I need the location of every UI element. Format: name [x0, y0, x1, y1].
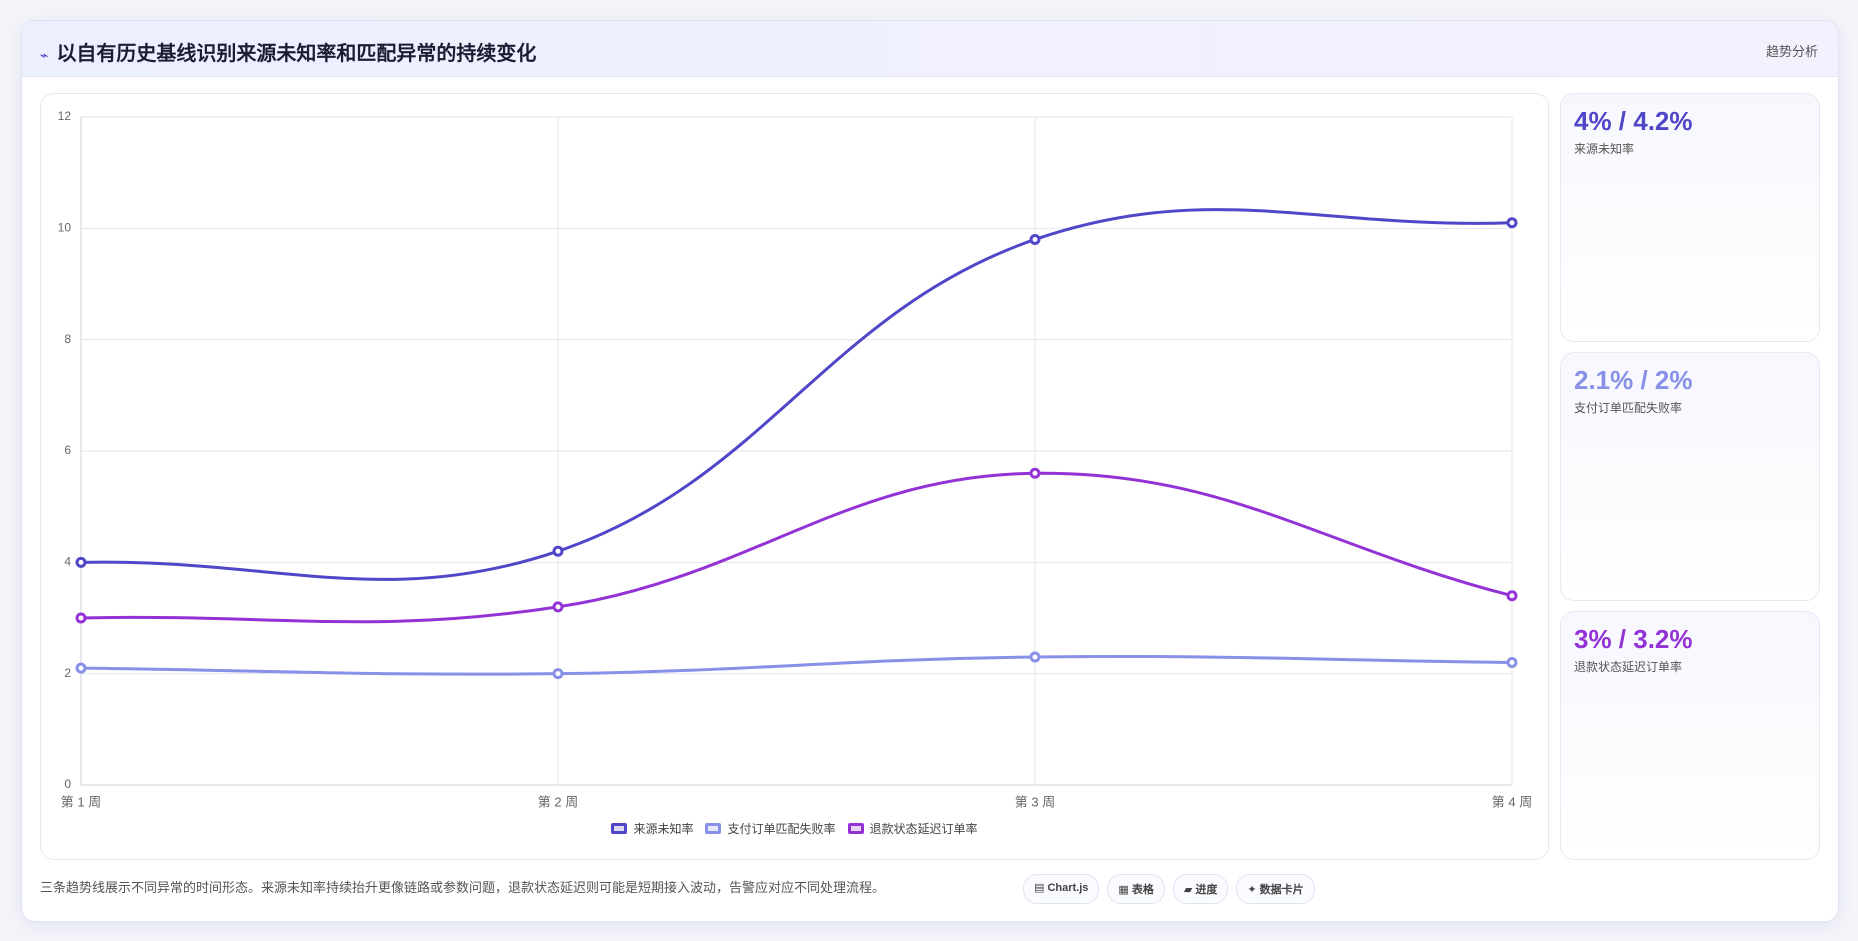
header: ⌁ 以自有历史基线识别来源未知率和匹配异常的持续变化 趋势分析 — [22, 21, 1838, 77]
data-point — [552, 545, 564, 557]
series-line — [80, 471, 1513, 624]
series-line — [80, 208, 1513, 581]
chart: 0 2 4 6 8 10 12 第 1 周 第 2 周 第 3 周 第 4 周 — [58, 109, 1533, 809]
y-tick-label: 12 — [58, 109, 72, 123]
x-tick-label: 第 4 周 — [1492, 794, 1532, 809]
data-point — [75, 612, 87, 624]
legend-item[interactable]: 支付订单匹配失败率 — [705, 820, 836, 837]
header-title-row: ⌁ 以自有历史基线识别来源未知率和匹配异常的持续变化 — [40, 37, 536, 66]
view-button[interactable]: ▰ 进度 — [1172, 874, 1229, 904]
data-point — [552, 601, 564, 613]
data-point — [1506, 590, 1518, 602]
stat-card: 4% / 4.2% 来源未知率 — [1560, 93, 1820, 342]
footer-note: 三条趋势线展示不同异常的时间形态。来源未知率持续抬升更像链路或参数问题，退款状态… — [40, 880, 886, 895]
data-point — [75, 556, 87, 568]
footer-buttons: ▤ Chart.js ▦ 表格 ▰ 进度 ✦ 数据卡片 — [1023, 874, 1315, 904]
legend: 来源未知率 支付订单匹配失败率 退款状态延迟订单率 — [41, 820, 1548, 837]
x-tick-label: 第 3 周 — [1015, 794, 1055, 809]
y-tick-label: 2 — [64, 666, 71, 680]
view-button[interactable]: ▤ Chart.js — [1023, 874, 1100, 904]
stat-label: 退款状态延迟订单率 — [1574, 660, 1683, 674]
header-tag[interactable]: 趋势分析 — [1765, 44, 1818, 59]
view-button[interactable]: ✦ 数据卡片 — [1236, 874, 1315, 904]
data-point — [75, 662, 87, 674]
data-point — [1029, 467, 1041, 479]
header-icon: ⌁ — [40, 47, 49, 63]
data-point — [552, 668, 564, 680]
y-tick-label: 8 — [64, 332, 71, 346]
legend-label: 支付订单匹配失败率 — [727, 822, 836, 836]
header-title: 以自有历史基线识别来源未知率和匹配异常的持续变化 — [56, 43, 537, 65]
stat-label: 来源未知率 — [1574, 142, 1635, 156]
y-tick-label: 4 — [64, 555, 71, 569]
stat-card: 3% / 3.2% 退款状态延迟订单率 — [1560, 611, 1820, 860]
data-point — [1506, 217, 1518, 229]
legend-swatch — [611, 823, 628, 834]
x-tick-label: 第 1 周 — [61, 794, 101, 809]
legend-swatch — [847, 823, 864, 834]
legend-item[interactable]: 退款状态延迟订单率 — [847, 820, 978, 837]
y-tick-label: 6 — [64, 443, 71, 457]
data-point — [1029, 233, 1041, 245]
view-button[interactable]: ▦ 表格 — [1107, 874, 1165, 904]
series-line — [80, 654, 1513, 676]
stat-label: 支付订单匹配失败率 — [1574, 401, 1683, 415]
legend-swatch — [705, 823, 722, 834]
stat-value: 3% / 3.2% — [1574, 624, 1693, 654]
stat-card: 2.1% / 2% 支付订单匹配失败率 — [1560, 352, 1820, 601]
legend-item[interactable]: 来源未知率 — [611, 820, 693, 837]
chart-panel: 0 2 4 6 8 10 12 第 1 周 第 2 周 第 3 周 第 4 周 来源未知率 支付订单匹… — [40, 93, 1549, 860]
stat-value: 4% / 4.2% — [1574, 106, 1693, 136]
legend-label: 退款状态延迟订单率 — [869, 822, 978, 836]
data-point — [1029, 651, 1041, 663]
y-tick-label: 0 — [64, 777, 71, 791]
y-tick-label: 10 — [58, 221, 72, 235]
x-tick-label: 第 2 周 — [538, 794, 578, 809]
legend-label: 来源未知率 — [633, 822, 694, 836]
data-point — [1506, 657, 1518, 669]
dashboard-card: ⌁ 以自有历史基线识别来源未知率和匹配异常的持续变化 趋势分析 0 2 4 6 8 10 12… — [21, 20, 1839, 922]
stat-value: 2.1% / 2% — [1574, 365, 1693, 395]
